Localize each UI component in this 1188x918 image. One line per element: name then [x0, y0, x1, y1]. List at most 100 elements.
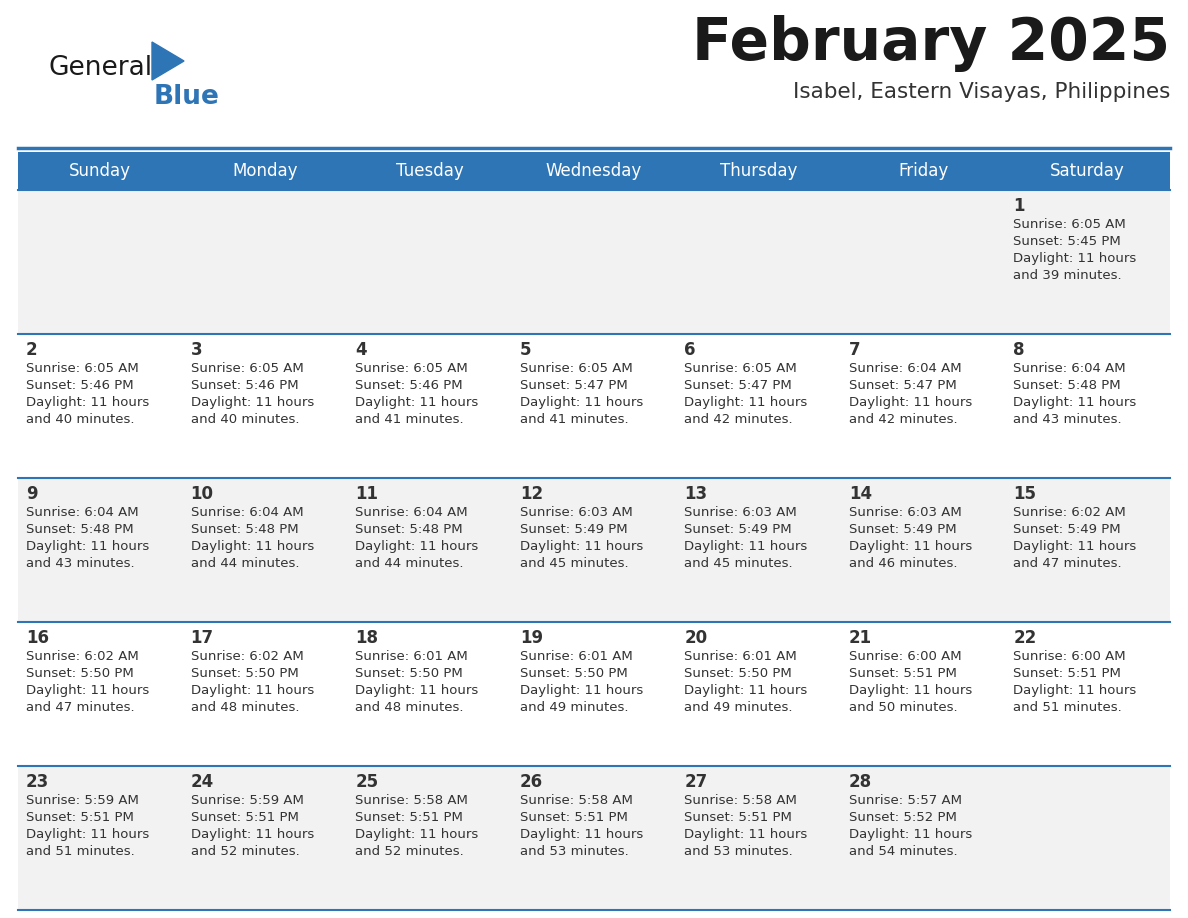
- Text: Sunrise: 6:01 AM: Sunrise: 6:01 AM: [519, 650, 632, 663]
- Bar: [18, 622, 183, 766]
- Text: Daylight: 11 hours: Daylight: 11 hours: [849, 684, 972, 697]
- Text: 20: 20: [684, 629, 707, 647]
- Bar: [512, 190, 676, 334]
- Text: Sunset: 5:47 PM: Sunset: 5:47 PM: [519, 379, 627, 392]
- Bar: [183, 766, 347, 910]
- Text: Sunrise: 6:05 AM: Sunrise: 6:05 AM: [355, 362, 468, 375]
- Text: and 53 minutes.: and 53 minutes.: [519, 845, 628, 858]
- Text: and 53 minutes.: and 53 minutes.: [684, 845, 794, 858]
- Text: 3: 3: [190, 341, 202, 359]
- Text: Daylight: 11 hours: Daylight: 11 hours: [849, 828, 972, 841]
- Bar: [18, 152, 183, 190]
- Text: Sunset: 5:52 PM: Sunset: 5:52 PM: [849, 811, 956, 824]
- Text: Sunrise: 6:01 AM: Sunrise: 6:01 AM: [684, 650, 797, 663]
- Text: and 43 minutes.: and 43 minutes.: [1013, 413, 1121, 426]
- Text: 17: 17: [190, 629, 214, 647]
- Bar: [841, 334, 1005, 478]
- Text: Sunset: 5:51 PM: Sunset: 5:51 PM: [26, 811, 134, 824]
- Text: 9: 9: [26, 485, 38, 503]
- Text: 25: 25: [355, 773, 378, 791]
- Text: Sunrise: 6:05 AM: Sunrise: 6:05 AM: [684, 362, 797, 375]
- Text: Saturday: Saturday: [1050, 162, 1125, 180]
- Bar: [512, 766, 676, 910]
- Text: and 46 minutes.: and 46 minutes.: [849, 557, 958, 570]
- Text: and 52 minutes.: and 52 minutes.: [190, 845, 299, 858]
- Text: 2: 2: [26, 341, 38, 359]
- Text: and 48 minutes.: and 48 minutes.: [355, 701, 463, 714]
- Text: Sunset: 5:45 PM: Sunset: 5:45 PM: [1013, 235, 1121, 248]
- Text: 12: 12: [519, 485, 543, 503]
- Text: Daylight: 11 hours: Daylight: 11 hours: [684, 684, 808, 697]
- Text: Sunset: 5:46 PM: Sunset: 5:46 PM: [355, 379, 463, 392]
- Text: and 41 minutes.: and 41 minutes.: [519, 413, 628, 426]
- Bar: [347, 478, 512, 622]
- Text: Sunrise: 6:02 AM: Sunrise: 6:02 AM: [190, 650, 303, 663]
- Text: Sunset: 5:51 PM: Sunset: 5:51 PM: [684, 811, 792, 824]
- Text: Daylight: 11 hours: Daylight: 11 hours: [190, 828, 314, 841]
- Bar: [1005, 622, 1170, 766]
- Bar: [1005, 766, 1170, 910]
- Bar: [347, 152, 512, 190]
- Bar: [512, 334, 676, 478]
- Bar: [1005, 190, 1170, 334]
- Text: Sunset: 5:48 PM: Sunset: 5:48 PM: [26, 523, 133, 536]
- Bar: [841, 190, 1005, 334]
- Text: Sunrise: 5:58 AM: Sunrise: 5:58 AM: [355, 794, 468, 807]
- Text: Daylight: 11 hours: Daylight: 11 hours: [26, 684, 150, 697]
- Bar: [18, 334, 183, 478]
- Text: Daylight: 11 hours: Daylight: 11 hours: [26, 396, 150, 409]
- Text: 4: 4: [355, 341, 367, 359]
- Bar: [512, 152, 676, 190]
- Text: Sunrise: 6:04 AM: Sunrise: 6:04 AM: [26, 506, 139, 519]
- Text: and 45 minutes.: and 45 minutes.: [684, 557, 792, 570]
- Text: 22: 22: [1013, 629, 1037, 647]
- Text: Sunrise: 6:03 AM: Sunrise: 6:03 AM: [849, 506, 961, 519]
- Text: and 52 minutes.: and 52 minutes.: [355, 845, 463, 858]
- Text: February 2025: February 2025: [691, 15, 1170, 72]
- Text: General: General: [48, 55, 152, 81]
- Text: Sunrise: 5:58 AM: Sunrise: 5:58 AM: [519, 794, 632, 807]
- Text: 21: 21: [849, 629, 872, 647]
- Text: and 40 minutes.: and 40 minutes.: [190, 413, 299, 426]
- Text: and 48 minutes.: and 48 minutes.: [190, 701, 299, 714]
- Text: Sunset: 5:50 PM: Sunset: 5:50 PM: [519, 667, 627, 680]
- Text: 6: 6: [684, 341, 696, 359]
- Text: Daylight: 11 hours: Daylight: 11 hours: [1013, 252, 1137, 265]
- Bar: [1005, 152, 1170, 190]
- Text: Daylight: 11 hours: Daylight: 11 hours: [684, 540, 808, 553]
- Text: Daylight: 11 hours: Daylight: 11 hours: [519, 540, 643, 553]
- Text: Sunset: 5:50 PM: Sunset: 5:50 PM: [355, 667, 463, 680]
- Text: Tuesday: Tuesday: [396, 162, 463, 180]
- Text: and 51 minutes.: and 51 minutes.: [1013, 701, 1123, 714]
- Bar: [18, 766, 183, 910]
- Text: Sunset: 5:51 PM: Sunset: 5:51 PM: [849, 667, 956, 680]
- Text: 28: 28: [849, 773, 872, 791]
- Text: Sunset: 5:51 PM: Sunset: 5:51 PM: [355, 811, 463, 824]
- Text: 26: 26: [519, 773, 543, 791]
- Text: Sunset: 5:51 PM: Sunset: 5:51 PM: [519, 811, 627, 824]
- Text: Sunrise: 5:59 AM: Sunrise: 5:59 AM: [190, 794, 303, 807]
- Text: 16: 16: [26, 629, 49, 647]
- Text: Daylight: 11 hours: Daylight: 11 hours: [26, 540, 150, 553]
- Text: Sunrise: 6:00 AM: Sunrise: 6:00 AM: [1013, 650, 1126, 663]
- Text: Daylight: 11 hours: Daylight: 11 hours: [355, 540, 479, 553]
- Text: Daylight: 11 hours: Daylight: 11 hours: [849, 396, 972, 409]
- Bar: [841, 622, 1005, 766]
- Text: 27: 27: [684, 773, 708, 791]
- Text: Daylight: 11 hours: Daylight: 11 hours: [849, 540, 972, 553]
- Bar: [18, 190, 183, 334]
- Text: Blue: Blue: [154, 84, 220, 110]
- Text: Daylight: 11 hours: Daylight: 11 hours: [684, 828, 808, 841]
- Text: Daylight: 11 hours: Daylight: 11 hours: [190, 540, 314, 553]
- Bar: [676, 190, 841, 334]
- Text: and 40 minutes.: and 40 minutes.: [26, 413, 134, 426]
- Bar: [676, 478, 841, 622]
- Bar: [1005, 478, 1170, 622]
- Text: Sunrise: 6:04 AM: Sunrise: 6:04 AM: [190, 506, 303, 519]
- Text: 1: 1: [1013, 197, 1025, 215]
- Bar: [676, 334, 841, 478]
- Text: Sunset: 5:46 PM: Sunset: 5:46 PM: [190, 379, 298, 392]
- Text: Sunrise: 6:00 AM: Sunrise: 6:00 AM: [849, 650, 961, 663]
- Text: 5: 5: [519, 341, 531, 359]
- Text: 14: 14: [849, 485, 872, 503]
